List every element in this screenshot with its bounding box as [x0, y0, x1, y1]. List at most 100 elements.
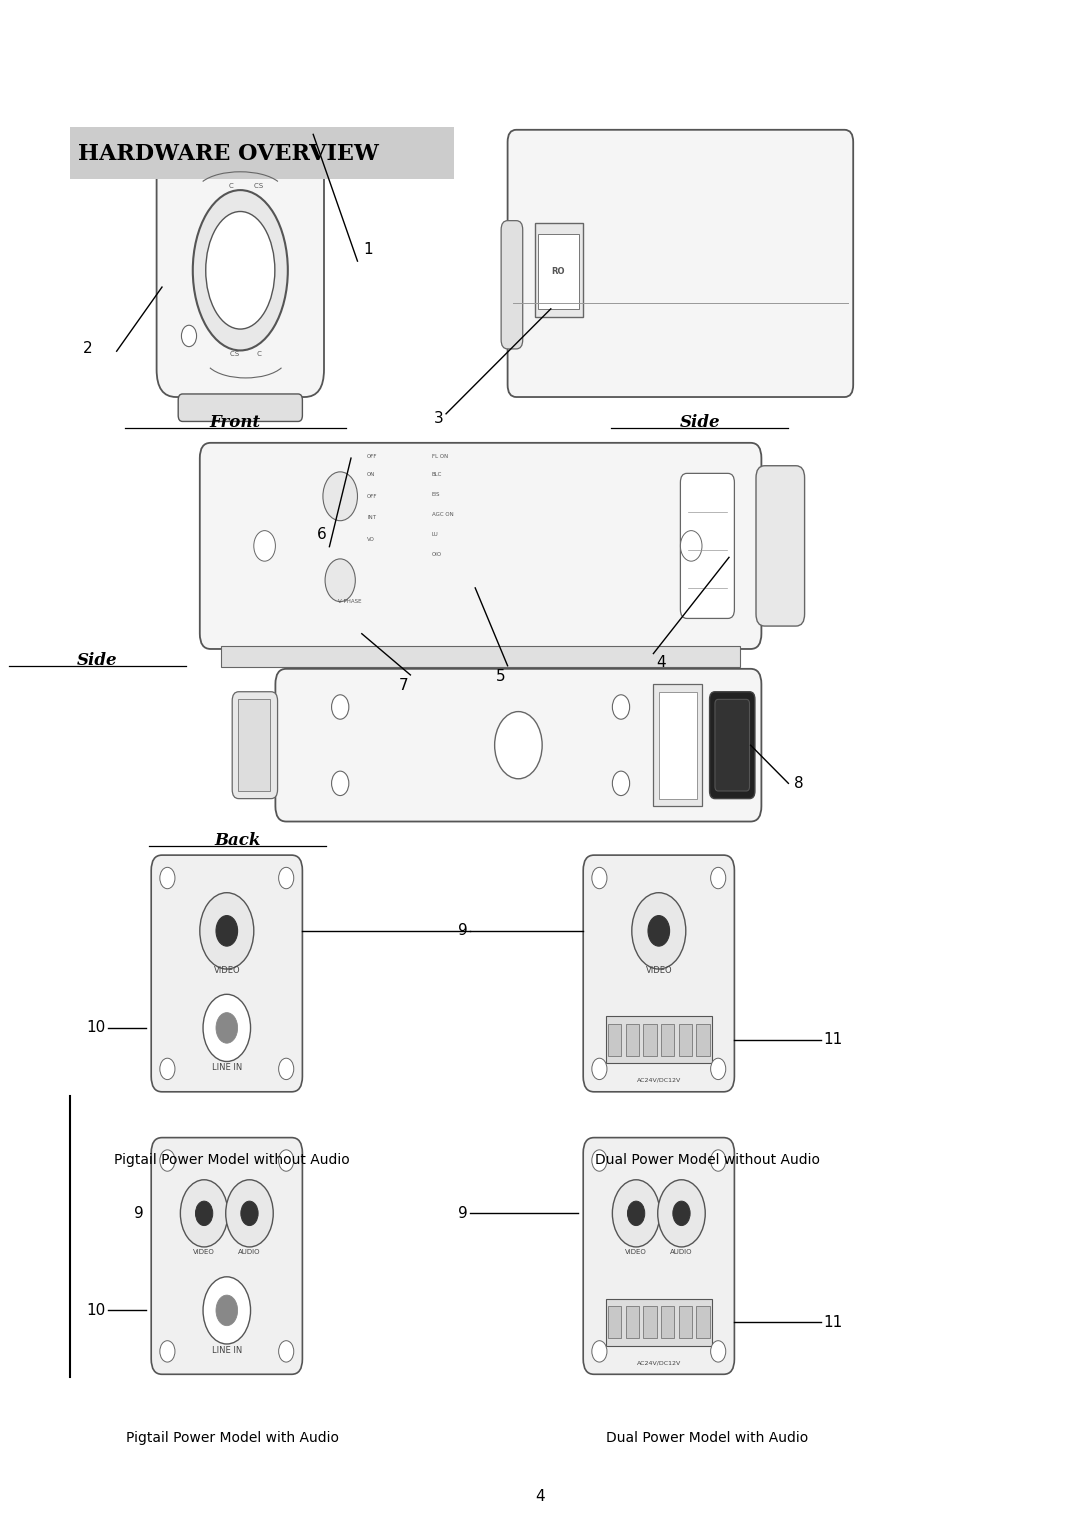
Text: 5: 5	[496, 669, 505, 684]
Circle shape	[627, 1202, 645, 1226]
Bar	[625, 1023, 639, 1055]
Text: AC24V/DC12V: AC24V/DC12V	[637, 1078, 680, 1083]
Circle shape	[195, 1202, 213, 1226]
FancyBboxPatch shape	[157, 153, 324, 397]
FancyBboxPatch shape	[583, 1138, 734, 1374]
Bar	[221, 646, 740, 667]
Text: AC24V/DC12V: AC24V/DC12V	[637, 1361, 680, 1365]
FancyBboxPatch shape	[715, 699, 750, 791]
FancyBboxPatch shape	[583, 855, 734, 1092]
FancyBboxPatch shape	[680, 473, 734, 618]
FancyBboxPatch shape	[151, 855, 302, 1092]
Circle shape	[254, 531, 275, 560]
FancyBboxPatch shape	[178, 133, 302, 160]
Text: RO: RO	[552, 267, 565, 276]
Bar	[644, 1306, 657, 1338]
Text: Back: Back	[215, 832, 260, 849]
Text: V PHASE: V PHASE	[338, 599, 362, 605]
Text: AGC ON: AGC ON	[432, 512, 454, 518]
Text: Dual Power Model with Audio: Dual Power Model with Audio	[606, 1431, 809, 1445]
Bar	[70, 127, 454, 179]
Bar	[697, 1306, 710, 1338]
Text: Dual Power Model without Audio: Dual Power Model without Audio	[595, 1153, 820, 1167]
Circle shape	[180, 1180, 228, 1248]
Text: Front: Front	[210, 414, 261, 431]
Text: C         CS: C CS	[229, 183, 262, 189]
Bar	[606, 1015, 712, 1063]
Circle shape	[495, 712, 542, 779]
Text: 9: 9	[458, 924, 468, 939]
Text: 11: 11	[823, 1032, 842, 1048]
Text: ON: ON	[367, 472, 376, 478]
Text: AUDIO: AUDIO	[239, 1249, 260, 1255]
Circle shape	[711, 1150, 726, 1171]
Text: VIDEO: VIDEO	[646, 967, 672, 976]
Text: BLC: BLC	[432, 472, 443, 478]
Circle shape	[592, 1150, 607, 1171]
Bar	[678, 1023, 692, 1055]
Circle shape	[203, 1277, 251, 1344]
FancyBboxPatch shape	[275, 669, 761, 822]
Text: 2: 2	[83, 341, 93, 356]
FancyBboxPatch shape	[756, 466, 805, 626]
Text: 1: 1	[363, 241, 373, 257]
Bar	[678, 1306, 692, 1338]
Circle shape	[200, 893, 254, 970]
Text: Side: Side	[77, 652, 118, 669]
FancyBboxPatch shape	[151, 1138, 302, 1374]
Text: EIS: EIS	[432, 492, 441, 498]
Bar	[538, 234, 579, 308]
Text: LU: LU	[432, 531, 438, 538]
Circle shape	[680, 531, 702, 560]
FancyBboxPatch shape	[501, 221, 523, 348]
Bar	[608, 1023, 621, 1055]
Circle shape	[181, 325, 197, 347]
Circle shape	[226, 1180, 273, 1248]
Circle shape	[160, 867, 175, 889]
Circle shape	[332, 695, 349, 719]
Text: CS        C: CS C	[230, 351, 261, 357]
Text: LINE IN: LINE IN	[212, 1063, 242, 1072]
Text: OIO: OIO	[432, 551, 442, 557]
Text: 3: 3	[434, 411, 444, 426]
Bar	[606, 1298, 712, 1345]
FancyBboxPatch shape	[508, 130, 853, 397]
Text: VIDEO: VIDEO	[214, 967, 240, 976]
FancyBboxPatch shape	[710, 692, 755, 799]
Ellipse shape	[205, 211, 274, 330]
Text: 4: 4	[657, 655, 666, 670]
Text: VO: VO	[367, 536, 375, 542]
Text: INT: INT	[367, 515, 376, 521]
Circle shape	[160, 1150, 175, 1171]
Text: VIDEO: VIDEO	[625, 1249, 647, 1255]
Circle shape	[658, 1180, 705, 1248]
Bar	[608, 1306, 621, 1338]
Circle shape	[592, 1058, 607, 1080]
Circle shape	[711, 1341, 726, 1362]
Text: 7: 7	[399, 678, 408, 693]
Bar	[535, 223, 583, 316]
Circle shape	[612, 1180, 660, 1248]
Text: FL ON: FL ON	[432, 454, 448, 460]
Circle shape	[216, 916, 238, 947]
Text: OFF: OFF	[367, 493, 378, 499]
Bar	[238, 699, 270, 791]
Circle shape	[279, 1341, 294, 1362]
Text: 10: 10	[86, 1020, 106, 1035]
Text: OFF: OFF	[367, 454, 378, 460]
Bar	[659, 692, 697, 799]
Bar	[644, 1023, 657, 1055]
Text: 6: 6	[316, 527, 326, 542]
Circle shape	[612, 695, 630, 719]
Text: AUDIO: AUDIO	[671, 1249, 692, 1255]
Text: Pigtail Power Model with Audio: Pigtail Power Model with Audio	[125, 1431, 339, 1445]
Text: Side: Side	[679, 414, 720, 431]
Circle shape	[279, 867, 294, 889]
Text: VIDEO: VIDEO	[193, 1249, 215, 1255]
Circle shape	[241, 1202, 258, 1226]
Text: 9: 9	[458, 1206, 468, 1222]
Circle shape	[203, 994, 251, 1061]
FancyBboxPatch shape	[200, 443, 761, 649]
Circle shape	[160, 1341, 175, 1362]
Circle shape	[332, 771, 349, 796]
